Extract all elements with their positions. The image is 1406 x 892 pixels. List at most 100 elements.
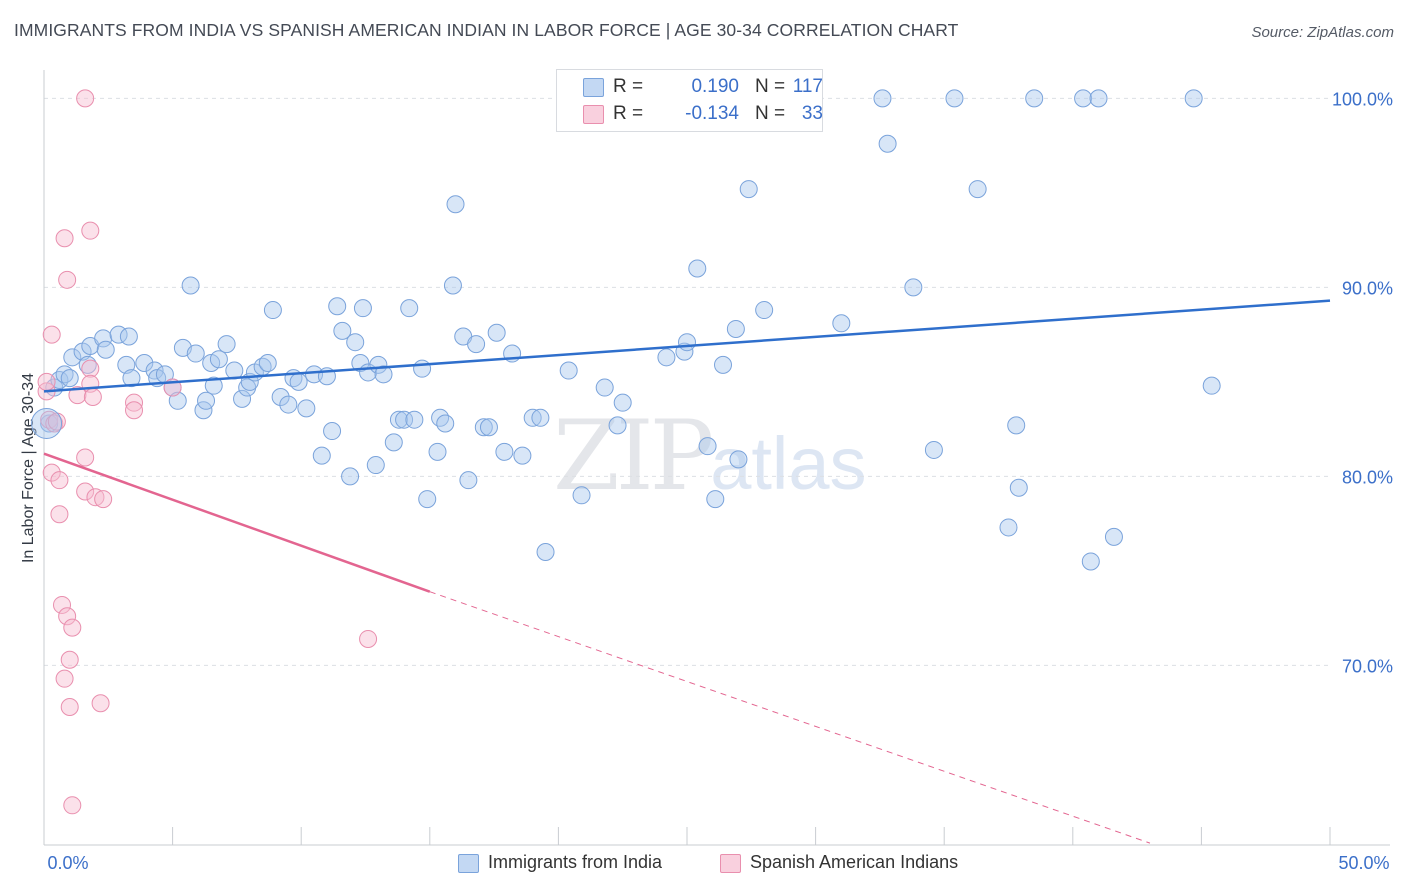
india-point [353, 299, 372, 318]
spanish-point [58, 607, 77, 626]
legend-n-value-india: 117 [792, 76, 823, 97]
x-tick-label-max: 50.0% [1338, 853, 1389, 873]
india-point [467, 335, 486, 354]
india-point [608, 416, 627, 435]
india-point [531, 408, 550, 427]
india-point [904, 278, 923, 297]
india-point [384, 433, 403, 452]
spanish-point [60, 698, 79, 717]
india-point [204, 376, 223, 395]
india-point [698, 437, 717, 456]
india-point [459, 471, 478, 490]
india-point [122, 369, 141, 388]
spanish-point [76, 89, 95, 108]
india-point [999, 518, 1018, 537]
india-point [755, 301, 774, 320]
india-point [168, 391, 187, 410]
legend-r-value-india: 0.190 [691, 76, 739, 97]
india-point [1007, 416, 1026, 435]
legend-r-value-spanish: -0.134 [685, 103, 739, 124]
spanish-point [50, 471, 69, 490]
bottom-legend-label-india: Immigrants from India [488, 852, 663, 872]
india-point [323, 422, 342, 441]
spanish-point [55, 229, 74, 248]
india-point [289, 372, 308, 391]
india-point [714, 355, 733, 374]
india-point [428, 442, 447, 461]
india-point [436, 414, 455, 433]
india-point [413, 359, 432, 378]
india-point [96, 340, 115, 359]
spanish-point [81, 221, 100, 240]
spanish-point [359, 629, 378, 648]
spanish-point [37, 372, 56, 391]
x-tick-label-min: 0.0% [47, 853, 88, 873]
india-point [279, 395, 298, 414]
india-point [873, 89, 892, 108]
india-point [209, 350, 228, 369]
spanish-trend-extension [429, 591, 1151, 844]
india-point [271, 388, 290, 407]
correlation-legend: R = 0.190 N = 117 R = -0.134 N = 33 [556, 69, 823, 132]
india-point [613, 393, 632, 412]
spanish-point [86, 488, 105, 507]
spanish-point [45, 414, 64, 433]
india-point [495, 442, 514, 461]
india-point [374, 365, 393, 384]
legend-r-label: R = [613, 76, 644, 97]
india-point [40, 414, 59, 433]
india-point [1081, 552, 1100, 571]
india-point [181, 276, 200, 295]
india-point [395, 410, 414, 429]
india-point [366, 456, 385, 475]
spanish-point [58, 270, 77, 289]
india-point [523, 408, 542, 427]
india-point [572, 486, 591, 505]
india-point [405, 410, 424, 429]
legend-swatch-spanish [583, 105, 604, 124]
legend-n-label: N = [755, 103, 786, 124]
india-trend-line [43, 299, 1331, 393]
india-point [117, 355, 136, 374]
india-point [333, 321, 352, 340]
spanish-point [68, 386, 87, 405]
india-point [678, 333, 696, 352]
india-point [94, 329, 113, 348]
spanish-point [42, 463, 61, 482]
india-point [559, 361, 578, 380]
legend-r-label: R = [613, 103, 644, 124]
india-point [233, 389, 252, 408]
india-point [513, 446, 532, 465]
india-point [186, 344, 205, 363]
bottom-legend-label-spanish: Spanish American Indians [750, 852, 959, 872]
india-point [446, 195, 465, 214]
watermark-atlas: atlas [710, 422, 867, 505]
india-point [1009, 478, 1028, 497]
india-point [443, 276, 462, 295]
india-point [135, 353, 154, 372]
india-point [1089, 89, 1108, 108]
india-point [346, 333, 365, 352]
india-point [924, 440, 943, 459]
spanish-point [53, 595, 72, 614]
bottom-legend-swatch-india [458, 854, 479, 873]
legend-n-label: N = [755, 76, 786, 97]
india-point [536, 543, 555, 562]
india-point [258, 353, 277, 372]
india-point [63, 348, 82, 367]
india-point [263, 301, 282, 320]
spanish-point [125, 393, 144, 412]
india-point [945, 89, 964, 108]
spanish-point [63, 796, 82, 815]
india-point [297, 399, 316, 418]
india-point [968, 180, 987, 199]
watermark-zip: ZIP [553, 400, 714, 512]
spanish-point [76, 448, 95, 467]
india-point [1074, 89, 1093, 108]
source-credit: Source: ZipAtlas.com [1251, 24, 1394, 41]
india-point [400, 299, 419, 318]
india-point [474, 418, 493, 437]
india-point [487, 323, 506, 342]
india-point [726, 319, 745, 338]
